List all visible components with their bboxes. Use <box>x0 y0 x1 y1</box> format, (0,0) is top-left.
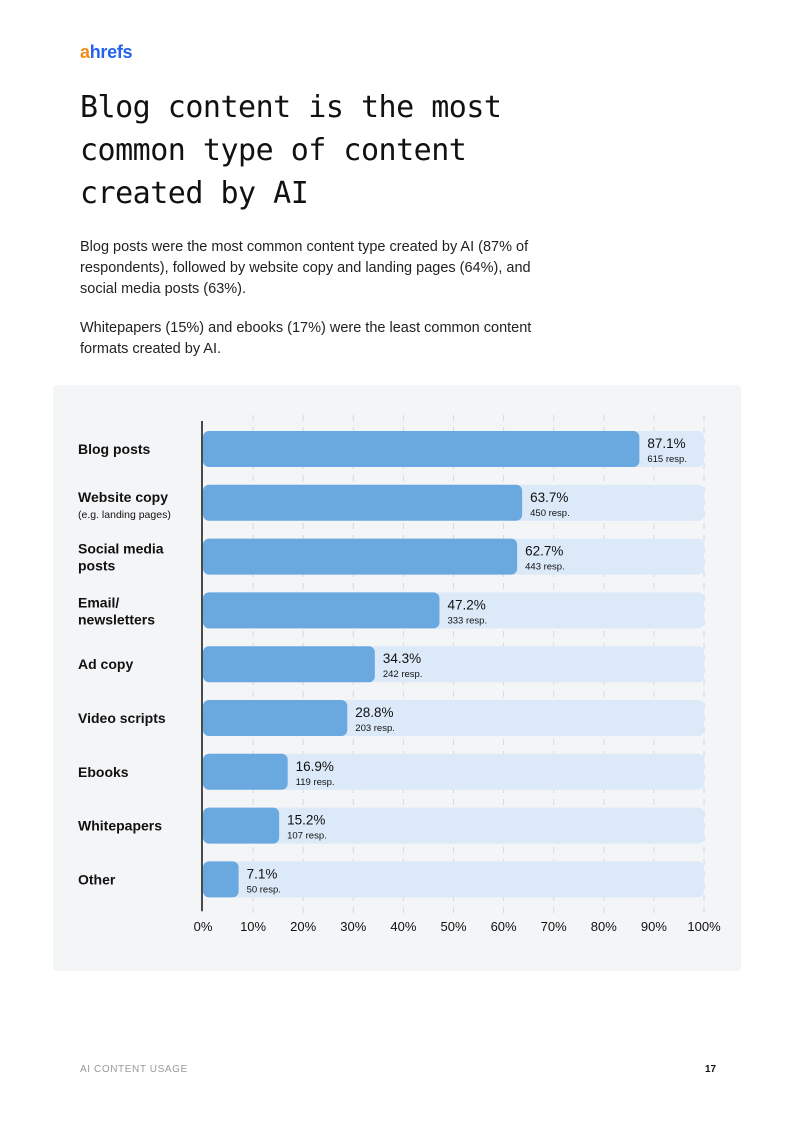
x-tick-label: 40% <box>390 919 416 934</box>
category-label: Website copy <box>78 489 168 505</box>
category-label: Social media <box>78 541 164 557</box>
value-label: 47.2% <box>447 597 485 612</box>
response-count: 119 resp. <box>296 777 335 788</box>
category-label: Ebooks <box>78 764 129 780</box>
chart-panel: 0% 10% 20% 30% 40% 50% 60% 70% 80% 90% 100% 87.1% 61… <box>53 385 741 971</box>
x-tick-label: 50% <box>440 919 466 934</box>
x-tick-label: 80% <box>591 919 617 934</box>
bar <box>203 646 375 683</box>
section-footer: AI CONTENT USAGE <box>80 1064 188 1075</box>
bar <box>203 592 440 629</box>
bar <box>203 431 640 467</box>
category-label: Blog posts <box>78 441 151 457</box>
bar-track <box>203 807 704 844</box>
bar <box>203 861 239 898</box>
response-count: 203 resp. <box>355 723 395 734</box>
value-label: 15.2% <box>287 813 325 828</box>
intro-paragraph: Blog posts were the most common content … <box>80 239 531 297</box>
category-label: Whitepapers <box>78 818 162 834</box>
response-count: 615 resp. <box>647 454 687 465</box>
x-tick-label: 10% <box>240 919 266 934</box>
x-tick-label: 30% <box>340 919 366 934</box>
x-tick-label: 60% <box>491 919 517 934</box>
bar <box>203 753 288 790</box>
x-tick-label: 70% <box>541 919 567 934</box>
value-label: 7.1% <box>247 866 278 881</box>
value-label: 63.7% <box>530 490 568 505</box>
ahrefs-logo: ahrefs <box>80 42 133 62</box>
page-title: Blog content is the most common type of … <box>80 90 502 211</box>
value-label: 28.8% <box>355 705 393 720</box>
bar-track <box>203 861 704 898</box>
response-count: 443 resp. <box>525 562 565 573</box>
bar-track <box>203 753 704 790</box>
value-label: 62.7% <box>525 544 563 559</box>
value-label: 16.9% <box>296 759 334 774</box>
response-count: 242 resp. <box>383 669 423 680</box>
category-sublabel: (e.g. landing pages) <box>78 509 171 521</box>
response-count: 333 resp. <box>447 615 487 626</box>
bar <box>203 700 348 736</box>
bar-chart: 0% 10% 20% 30% 40% 50% 60% 70% 80% 90% 100% 87.1% 61… <box>78 415 721 934</box>
x-tick-label: 0% <box>194 919 213 934</box>
x-tick-label: 100% <box>687 919 721 934</box>
value-label: 87.1% <box>647 436 685 451</box>
category-label: newsletters <box>78 611 155 627</box>
value-label: 34.3% <box>383 651 421 666</box>
bar <box>203 807 280 844</box>
x-tick-label: 20% <box>290 919 316 934</box>
response-count: 50 resp. <box>247 884 281 895</box>
x-tick-label: 90% <box>641 919 667 934</box>
category-label: Email/ <box>78 594 119 610</box>
category-label: Ad copy <box>78 656 133 672</box>
category-label: Other <box>78 871 116 887</box>
summary-paragraph: Whitepapers (15%) and ebooks (17%) were … <box>80 320 532 357</box>
category-label: Video scripts <box>78 710 166 726</box>
page-number: 17 <box>705 1064 717 1075</box>
response-count: 450 resp. <box>530 508 570 519</box>
bar <box>203 538 518 575</box>
response-count: 107 resp. <box>287 831 327 842</box>
category-label: posts <box>78 558 116 574</box>
bar <box>203 484 523 521</box>
